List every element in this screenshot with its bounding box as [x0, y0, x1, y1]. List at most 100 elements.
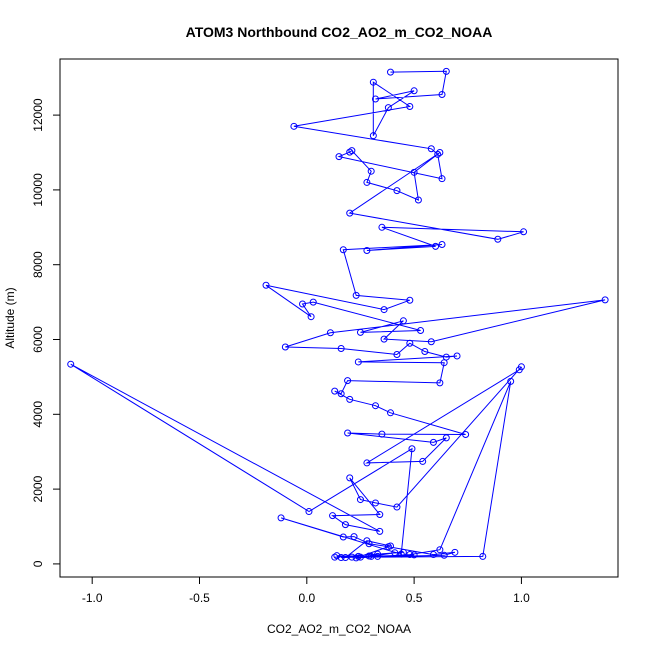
data-point [380, 306, 388, 314]
data-point [453, 352, 461, 360]
data-point [432, 242, 440, 250]
y-tick-label: 10000 [31, 173, 45, 207]
data-point [367, 167, 375, 175]
data-point [436, 546, 444, 554]
data-point [429, 551, 437, 559]
data-point [290, 122, 298, 130]
data-point [427, 145, 435, 153]
data-point [378, 430, 386, 438]
x-axis-label: CO2_AO2_m_CO2_NOAA [267, 622, 411, 636]
data-point [346, 395, 354, 403]
data-point [363, 537, 371, 545]
data-point [406, 551, 414, 559]
data-point [436, 379, 444, 387]
data-point [363, 459, 371, 467]
data-point [299, 300, 307, 308]
data-point [434, 150, 442, 158]
data-point [393, 187, 401, 195]
data-point [393, 350, 401, 358]
x-axis: -1.0 -0.5 0.0 0.5 1.0 [82, 576, 530, 605]
data-point [262, 281, 270, 289]
data-point [326, 329, 334, 337]
data-point [438, 241, 446, 249]
data-point [333, 552, 341, 560]
data-point [429, 438, 437, 446]
data-point [517, 363, 525, 371]
data-point [344, 429, 352, 437]
plot-frame [59, 58, 619, 578]
data-point [419, 457, 427, 465]
data-point [305, 508, 313, 516]
data-point [421, 347, 429, 355]
data-point [331, 553, 339, 561]
data-point [507, 377, 515, 385]
data-point [354, 358, 362, 366]
data-point [331, 387, 339, 395]
data-point [387, 409, 395, 417]
data-point [329, 512, 337, 520]
data-point [374, 550, 382, 558]
data-point [356, 328, 364, 336]
data-point [440, 359, 448, 367]
data-point [427, 338, 435, 346]
data-point [307, 313, 315, 321]
data-point [406, 339, 414, 347]
data-point [369, 78, 377, 86]
y-tick-label: 2000 [31, 475, 45, 502]
data-point [341, 521, 349, 529]
data-point [346, 209, 354, 217]
data-point [399, 548, 407, 556]
data-point [436, 149, 444, 157]
data-point [601, 296, 609, 304]
data-point [414, 196, 422, 204]
data-point [440, 551, 448, 559]
chart-title: ATOM3 Northbound CO2_AO2_m_CO2_NOAA [186, 24, 493, 40]
data-point [369, 132, 377, 140]
data-point [339, 246, 347, 254]
data-point [354, 552, 362, 560]
data-point [387, 68, 395, 76]
data-point [387, 542, 395, 550]
data-point [406, 102, 414, 110]
data-point [442, 434, 450, 442]
data-point [494, 235, 502, 243]
x-tick-label: 0.0 [298, 591, 315, 605]
series-layer [67, 67, 609, 562]
data-point [352, 291, 360, 299]
data-point [363, 178, 371, 186]
data-point [376, 527, 384, 535]
data-point [346, 148, 354, 156]
y-axis: 0 2000 4000 6000 8000 10000 12000 [31, 98, 61, 567]
data-point [371, 402, 379, 410]
data-point [67, 360, 75, 368]
x-tick-label: -0.5 [189, 591, 210, 605]
x-tick-label: 0.5 [406, 591, 423, 605]
y-tick-label: 0 [31, 560, 45, 567]
data-point [277, 514, 285, 522]
y-tick-label: 8000 [31, 251, 45, 278]
data-point [363, 246, 371, 254]
data-point [346, 474, 354, 482]
data-point [410, 551, 418, 559]
series-line [70, 70, 606, 559]
x-tick-label: 1.0 [513, 591, 530, 605]
y-tick-label: 6000 [31, 326, 45, 353]
data-point [341, 554, 349, 562]
data-point [309, 298, 317, 306]
data-point [520, 228, 528, 236]
data-point [410, 168, 418, 176]
data-point [376, 511, 384, 519]
data-point [438, 91, 446, 99]
data-point [380, 335, 388, 343]
data-point [397, 550, 405, 558]
data-point [337, 390, 345, 398]
data-point [406, 296, 414, 304]
data-point [462, 431, 470, 439]
data-point [371, 499, 379, 507]
data-point [339, 533, 347, 541]
x-tick-label: -1.0 [82, 591, 103, 605]
y-tick-label: 12000 [31, 98, 45, 132]
data-point [337, 344, 345, 352]
data-point [451, 548, 459, 556]
data-point [344, 377, 352, 385]
